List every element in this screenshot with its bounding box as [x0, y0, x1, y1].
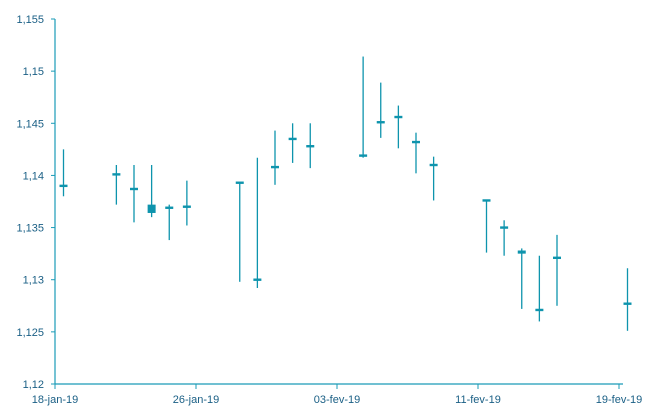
candle-body [182, 205, 191, 208]
candle [359, 56, 368, 158]
x-tick-label: 03-fev-19 [314, 394, 360, 406]
candle [306, 123, 315, 169]
candle [500, 220, 509, 256]
candle [535, 255, 544, 322]
candle-body [253, 278, 262, 281]
candle [165, 204, 174, 241]
y-tick-label: 1,14 [23, 170, 44, 182]
candle [182, 180, 191, 226]
candle-body [517, 250, 526, 254]
y-tick-label: 1,15 [23, 66, 44, 78]
x-tick-label: 19-fev-19 [596, 394, 642, 406]
candle [147, 165, 156, 218]
candle [288, 123, 297, 163]
candle-body [359, 154, 368, 157]
candle-body [376, 121, 385, 124]
candle-body [271, 165, 279, 169]
candle [394, 105, 403, 149]
candles [59, 56, 632, 331]
candle-body [482, 199, 491, 202]
y-tick-label: 1,155 [16, 14, 44, 26]
candle-body [429, 163, 438, 167]
candle-body [394, 115, 403, 119]
y-tick-label: 1,145 [16, 118, 44, 130]
candle-body [500, 226, 509, 229]
candle [271, 130, 279, 185]
x-tick-label: 11-fev-19 [455, 394, 501, 406]
y-tick-label: 1,13 [23, 275, 44, 287]
candle-body [130, 187, 138, 191]
candle-body [288, 137, 297, 141]
axes [54, 19, 623, 385]
candle [376, 82, 385, 138]
candle-body [553, 256, 561, 260]
y-tick-label: 1,12 [23, 379, 44, 391]
candle-body [623, 302, 632, 305]
candle-body [165, 206, 174, 209]
x-axis-ticks: 18-jan-19 26-jan-19 03-fev-19 11-fev-19 19-f… [32, 384, 642, 406]
candle [553, 234, 561, 306]
candle [482, 199, 491, 253]
x-tick-label: 18-jan-19 [32, 394, 78, 406]
candle-body [306, 145, 315, 148]
candle [623, 268, 632, 331]
y-tick-label: 1,125 [16, 327, 44, 339]
candle [130, 165, 138, 223]
candle [235, 181, 244, 282]
candle [59, 149, 68, 197]
candle [253, 157, 262, 289]
candle-body [112, 173, 121, 176]
candle [517, 248, 526, 309]
candle-body [147, 204, 156, 213]
y-tick-label: 1,135 [16, 223, 44, 235]
candle-body [535, 308, 544, 312]
candle [412, 132, 420, 174]
y-axis-ticks: 1,12 1,125 1,13 1,135 1,14 1,145 1,15 1,155 [16, 14, 55, 391]
candle-body [235, 181, 244, 184]
candle-body [412, 140, 420, 144]
candle [429, 156, 438, 201]
candle-body [59, 184, 68, 188]
candle [112, 165, 121, 205]
x-tick-label: 26-jan-19 [173, 394, 219, 406]
